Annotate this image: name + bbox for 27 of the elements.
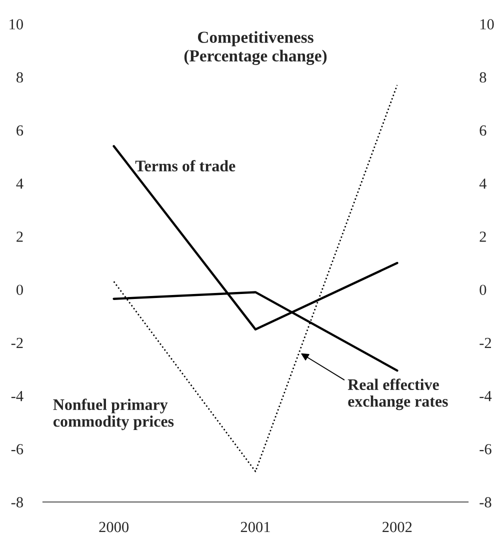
y-tick-label: 4: [16, 178, 24, 189]
y2-tick-label: 10: [480, 19, 494, 30]
x-tick-label: 2001: [240, 522, 270, 532]
y-tick-label: -8: [11, 497, 23, 508]
y2-tick-label: 6: [480, 125, 486, 136]
y2-tick-label: -6: [480, 444, 492, 454]
series-label: Nonfuel primary commodity prices: [53, 398, 174, 430]
series-label: Terms of trade: [135, 160, 236, 172]
y-tick-label: -4: [11, 391, 24, 402]
text: Competitiveness (Percentage change): [184, 31, 327, 65]
y2-tick-label: -2: [480, 338, 491, 348]
y-tick-label: 10: [10, 19, 23, 30]
x-tick-label: 2000: [99, 522, 129, 532]
y2-tick-label: -8: [480, 497, 492, 508]
y2-tick-label: 8: [480, 72, 486, 83]
y-tick-label: 2: [16, 232, 23, 242]
y2-tick-label: 0: [480, 284, 486, 296]
y2-tick-label: -4: [480, 391, 492, 402]
y-tick-label: -2: [11, 338, 23, 348]
series-label: Real effective exchange rates: [348, 378, 448, 410]
y-tick-label: 8: [16, 72, 23, 83]
y-tick-label: 0: [16, 284, 23, 296]
y2-tick-label: 4: [479, 178, 487, 189]
x-tick-label: 2002: [382, 522, 412, 532]
y-tick-label: -6: [11, 444, 24, 454]
y-tick-label: 6: [16, 125, 24, 136]
y2-tick-label: 2: [480, 232, 486, 242]
